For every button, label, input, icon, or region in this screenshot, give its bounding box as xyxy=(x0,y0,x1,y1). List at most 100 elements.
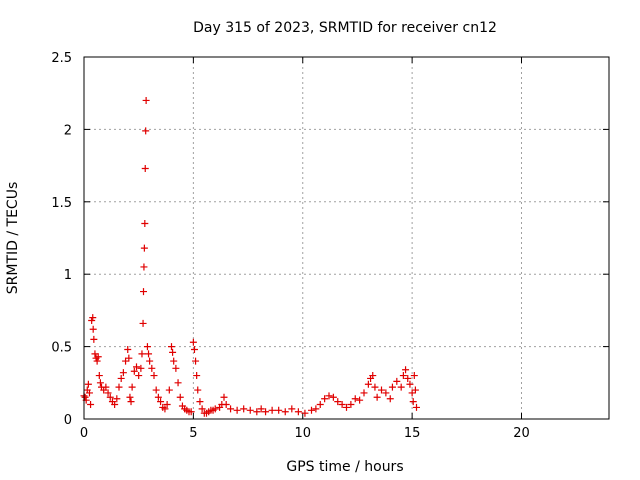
data-point-marker xyxy=(240,405,248,413)
data-point-marker xyxy=(157,398,165,406)
data-point-marker xyxy=(253,408,261,416)
y-tick-label: 1.5 xyxy=(51,196,72,211)
y-tick-label: 2 xyxy=(64,123,72,138)
data-point-marker xyxy=(233,406,241,414)
data-point-marker xyxy=(308,406,315,414)
data-point-marker xyxy=(140,263,148,271)
data-point-marker xyxy=(190,345,198,353)
data-point-marker xyxy=(411,386,419,394)
data-point-marker xyxy=(413,403,420,411)
data-point-marker xyxy=(148,364,156,372)
plot-frame xyxy=(83,56,610,420)
data-point-marker xyxy=(338,401,346,409)
data-point-marker xyxy=(325,392,333,400)
x-tick-label: 15 xyxy=(404,426,421,441)
grid-lines xyxy=(84,57,609,419)
data-point-marker xyxy=(343,403,350,411)
data-points xyxy=(80,96,420,417)
x-tick-label: 20 xyxy=(513,426,530,441)
data-point-marker xyxy=(145,350,153,358)
data-point-marker xyxy=(163,401,171,409)
data-point-marker xyxy=(386,395,394,403)
data-point-marker xyxy=(393,377,401,385)
data-point-marker xyxy=(409,398,417,406)
data-point-marker xyxy=(356,396,364,404)
data-point-marker xyxy=(257,405,265,413)
data-point-marker xyxy=(126,393,134,401)
data-point-marker xyxy=(382,389,390,397)
data-point-marker xyxy=(301,409,309,417)
data-point-marker xyxy=(94,353,102,361)
data-point-marker xyxy=(211,405,219,413)
data-point-marker xyxy=(85,389,93,397)
data-point-marker xyxy=(402,366,410,374)
data-point-marker xyxy=(84,380,92,388)
data-point-marker xyxy=(334,398,342,406)
data-point-marker xyxy=(89,325,97,333)
x-tick-labels: 0 5 10 15 20 xyxy=(80,426,530,441)
data-point-marker xyxy=(152,386,160,394)
y-tick-label: 0 xyxy=(64,413,72,428)
y-tick-label: 1 xyxy=(64,268,72,283)
data-point-marker xyxy=(137,364,145,372)
data-point-marker xyxy=(371,383,379,391)
data-point-marker xyxy=(142,127,150,135)
data-point-marker xyxy=(142,96,150,104)
data-point-marker xyxy=(364,380,372,388)
data-point-marker xyxy=(187,408,195,416)
data-point-marker xyxy=(378,386,385,394)
data-point-marker xyxy=(140,244,148,252)
data-point-marker xyxy=(138,350,146,358)
data-point-marker xyxy=(139,319,147,327)
y-tick-label: 2.5 xyxy=(51,51,72,66)
data-point-marker xyxy=(196,398,204,406)
data-point-marker xyxy=(373,393,381,401)
data-point-marker xyxy=(89,314,97,322)
x-axis-label: GPS time / hours xyxy=(286,459,403,475)
data-point-marker xyxy=(170,357,178,365)
data-point-marker xyxy=(222,401,230,409)
data-point-marker xyxy=(115,383,123,391)
data-point-marker xyxy=(127,398,135,406)
data-point-marker xyxy=(124,345,132,353)
data-point-marker xyxy=(262,408,270,416)
data-point-marker xyxy=(288,405,296,413)
data-point-marker xyxy=(111,401,119,409)
data-point-marker xyxy=(172,364,180,372)
data-point-marker xyxy=(227,405,235,413)
data-point-marker xyxy=(140,288,147,296)
data-point-marker xyxy=(246,406,254,414)
data-point-marker xyxy=(143,343,151,351)
data-point-marker xyxy=(128,383,136,391)
data-point-marker xyxy=(174,379,182,387)
data-point-marker xyxy=(95,372,103,380)
data-point-marker xyxy=(351,395,359,403)
data-point-marker xyxy=(347,401,355,409)
y-axis-label: SRMTID / TECUs xyxy=(5,182,21,295)
data-point-marker xyxy=(294,408,302,416)
data-point-marker xyxy=(150,372,158,380)
data-point-marker xyxy=(321,395,329,403)
data-point-marker xyxy=(388,383,396,391)
data-point-marker xyxy=(113,395,121,403)
data-point-marker xyxy=(410,372,418,380)
data-point-marker xyxy=(329,393,337,401)
data-point-marker xyxy=(189,338,197,346)
data-point-marker xyxy=(316,401,324,409)
data-point-marker xyxy=(268,406,276,414)
data-point-marker xyxy=(130,367,138,375)
data-point-marker xyxy=(193,372,201,380)
axis-ticks xyxy=(83,56,609,420)
y-tick-labels: 0 0.5 1 1.5 2 2.5 xyxy=(51,51,72,428)
data-point-marker xyxy=(135,372,143,380)
data-point-marker xyxy=(125,354,133,362)
data-point-marker xyxy=(369,372,377,380)
data-point-marker xyxy=(192,357,200,365)
data-point-marker xyxy=(119,369,127,377)
chart-title: Day 315 of 2023, SRMTID for receiver cn1… xyxy=(193,20,497,36)
data-point-marker xyxy=(161,405,169,413)
data-point-marker xyxy=(87,401,95,409)
data-point-marker xyxy=(90,335,98,343)
data-point-marker xyxy=(406,380,414,388)
